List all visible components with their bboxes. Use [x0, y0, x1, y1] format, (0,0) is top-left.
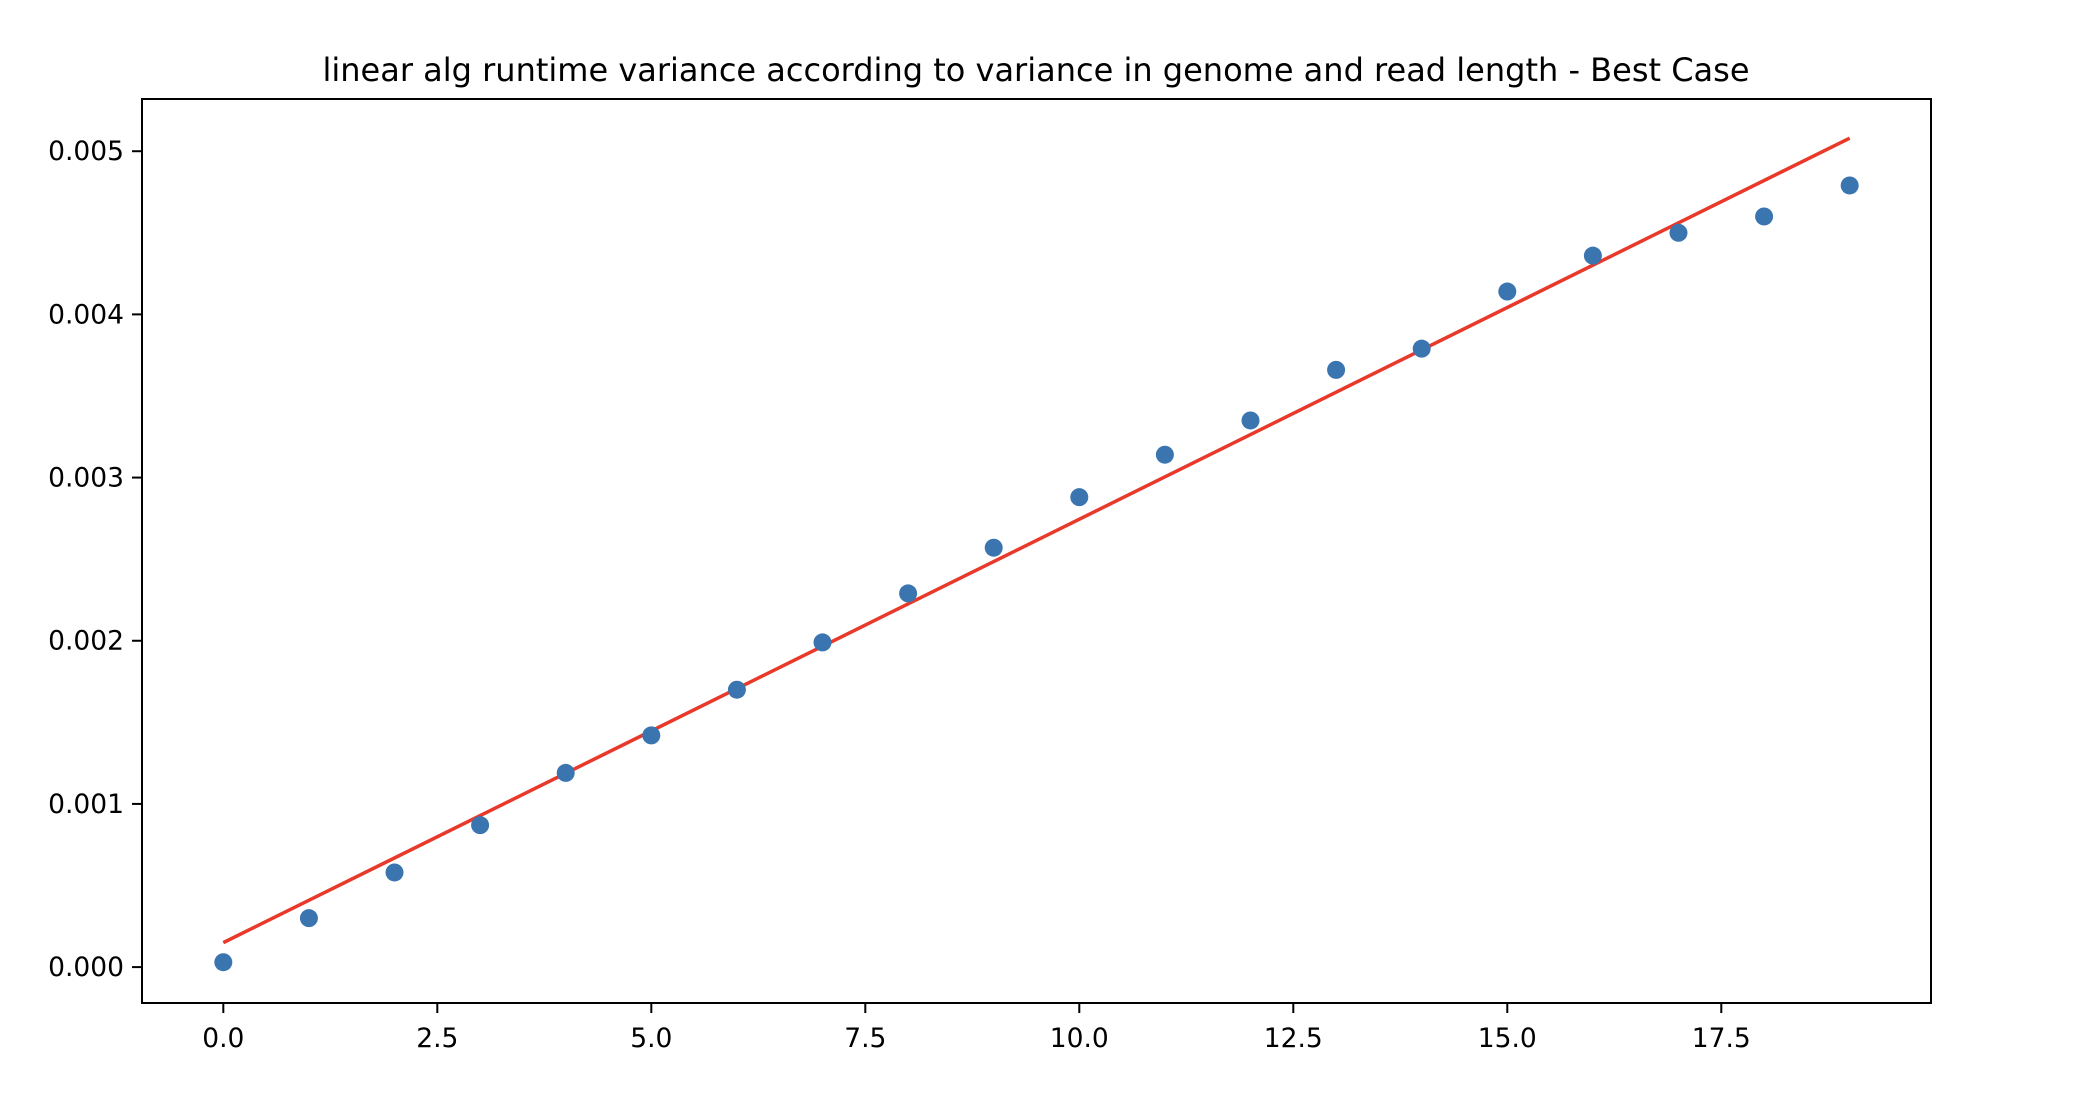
fit-line [222, 136, 1851, 945]
scatter-point [984, 538, 1003, 557]
scatter-point [1583, 246, 1602, 265]
x-axis: 0.0 2.5 5.0 7.5 10.0 12.5 15.0 17.5 [202, 1003, 1751, 1054]
plot-frame [141, 98, 1932, 1004]
scatter-point [1412, 339, 1431, 358]
x-tick-label: 7.5 [844, 1023, 886, 1054]
scatter-point [727, 680, 746, 699]
scatter-point [1755, 207, 1774, 226]
scatter-point [556, 763, 575, 782]
scatter-point [813, 633, 832, 652]
y-tick-label: 0.002 [48, 626, 124, 657]
scatter-point [1155, 445, 1174, 464]
x-tick-label: 10.0 [1050, 1023, 1109, 1054]
scatter-point [899, 584, 918, 603]
y-tick-label: 0.004 [48, 299, 124, 330]
scatter-point [1241, 411, 1260, 430]
y-axis: 0.000 0.001 0.002 0.003 0.004 0.005 [48, 136, 142, 983]
y-tick-label: 0.001 [48, 789, 124, 820]
x-tick-label: 17.5 [1692, 1023, 1751, 1054]
x-tick-label: 2.5 [416, 1023, 458, 1054]
fit-line-group [222, 136, 1851, 945]
scatter-points [214, 176, 1859, 972]
x-tick-label: 5.0 [630, 1023, 672, 1054]
scatter-point [642, 726, 661, 745]
chart-title: linear alg runtime variance according to… [322, 51, 1749, 89]
x-tick-label: 15.0 [1478, 1023, 1537, 1054]
scatter-point [299, 909, 318, 928]
y-tick-label: 0.005 [48, 136, 124, 167]
y-tick-label: 0.000 [48, 952, 124, 983]
scatter-point [1840, 176, 1859, 195]
scatter-point [1070, 488, 1089, 507]
scatter-point [385, 863, 404, 882]
scatter-point [471, 816, 490, 835]
scatter-point [1669, 223, 1688, 242]
y-tick-label: 0.003 [48, 463, 124, 494]
scatter-point [214, 953, 233, 972]
scatter-point [1327, 360, 1346, 379]
scatter-point [1498, 282, 1517, 301]
x-tick-label: 12.5 [1264, 1023, 1323, 1054]
x-tick-label: 0.0 [202, 1023, 244, 1054]
